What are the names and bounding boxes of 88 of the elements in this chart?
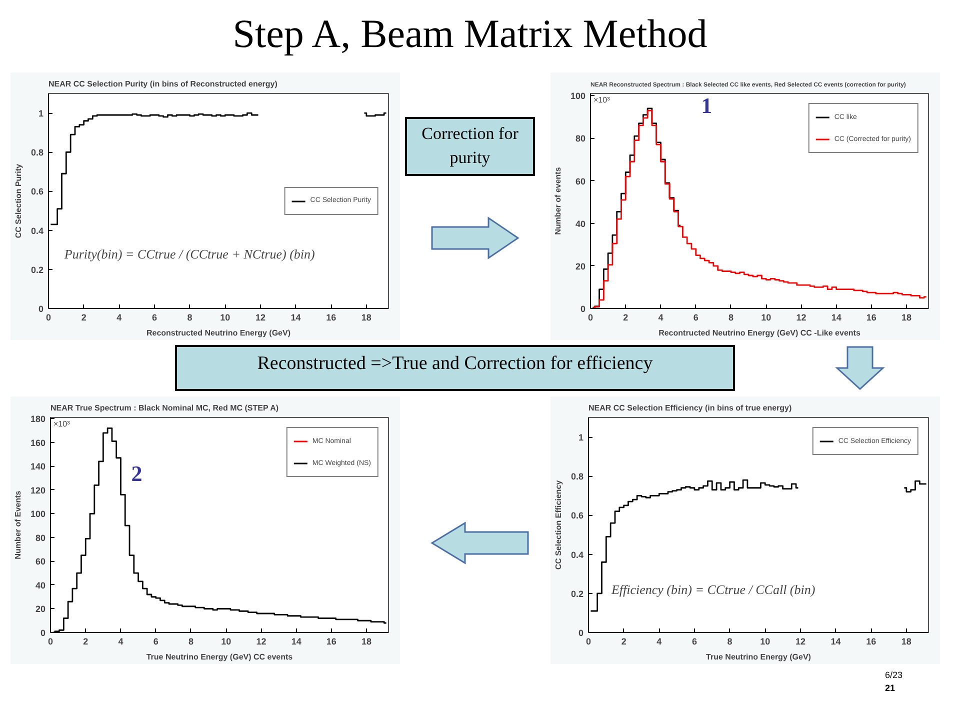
y-tick-label: 0.2 bbox=[30, 264, 44, 275]
text: Reconstructed =>True and Correction for efficiency bbox=[257, 352, 653, 376]
chart-title: NEAR CC Selection Efficiency (in bins of true energy) bbox=[588, 404, 792, 412]
x-tick-label: 10 bbox=[220, 312, 230, 322]
x-tick-label: 18 bbox=[361, 312, 372, 322]
x-tick-label: 4 bbox=[116, 312, 122, 322]
x-tick-label: 10 bbox=[760, 636, 770, 646]
x-tick-label: 2 bbox=[623, 312, 628, 322]
y-tick-label: 1 bbox=[578, 432, 584, 443]
y-tick-label: 0.6 bbox=[570, 510, 584, 521]
y-tick-label: 0.2 bbox=[570, 588, 584, 599]
text: 21 bbox=[885, 682, 896, 693]
annotation: 1 bbox=[701, 92, 712, 118]
x-axis-title: Reconstructed Neutrino Energy (GeV) bbox=[146, 328, 291, 338]
x-tick-label: 0 bbox=[48, 636, 54, 646]
x-tick-label: 14 bbox=[291, 636, 302, 646]
x-tick-label: 16 bbox=[866, 636, 876, 646]
y-tick-label: 160 bbox=[30, 438, 46, 448]
y-tick-label: 0.6 bbox=[30, 186, 44, 197]
x-tick-label: 6 bbox=[152, 312, 157, 322]
y-tick-label: 0.8 bbox=[30, 148, 44, 158]
y-axis-title: Number of Events bbox=[13, 490, 22, 560]
x-tick-label: 14 bbox=[830, 636, 841, 646]
y-tick-label: 60 bbox=[35, 556, 46, 567]
chart-title: NEAR CC Selection Purity (in bins of Reconstructed energy) bbox=[48, 80, 278, 88]
x-tick-label: 2 bbox=[81, 312, 86, 322]
x-tick-label: 6 bbox=[693, 312, 698, 322]
x-tick-label: 2 bbox=[621, 636, 626, 646]
x-tick-label: 12 bbox=[795, 636, 806, 646]
x-tick-label: 10 bbox=[221, 636, 232, 646]
y-tick-label: 80 bbox=[35, 532, 46, 543]
x-axis-title: True Neutrino Energy (GeV) CC events bbox=[146, 652, 294, 662]
x-tick-label: 4 bbox=[118, 636, 124, 646]
x-tick-label: 16 bbox=[866, 312, 876, 322]
x-tick-label: 18 bbox=[362, 636, 372, 646]
x-tick-label: 14 bbox=[290, 312, 301, 322]
x-tick-label: 16 bbox=[326, 636, 336, 646]
y-tick-label: 0.8 bbox=[570, 472, 584, 482]
y-tick-label: 140 bbox=[30, 462, 46, 472]
y-tick-label: 40 bbox=[35, 580, 46, 590]
y-tick-label: 0 bbox=[580, 304, 586, 314]
x-tick-label: 12 bbox=[256, 636, 266, 646]
x-tick-label: 6 bbox=[153, 636, 158, 646]
x-axis-title: True Neutrino Energy (GeV) bbox=[706, 652, 812, 662]
y-tick-label: 60 bbox=[575, 176, 586, 186]
annotation: 2 bbox=[131, 461, 142, 486]
text: Correction for purity bbox=[420, 123, 520, 170]
text: Step A, Beam Matrix Method bbox=[232, 10, 708, 58]
chart-title: NEAR True Spectrum : Black Nominal MC, Red MC (STEP A) bbox=[50, 404, 279, 412]
annotation: ×10³ bbox=[594, 96, 610, 104]
y-tick-label: 0.4 bbox=[30, 226, 44, 236]
y-tick-label: 120 bbox=[30, 485, 46, 496]
x-tick-label: 0 bbox=[588, 312, 594, 322]
x-tick-label: 8 bbox=[188, 636, 194, 646]
y-axis-title: CC Selection Purity bbox=[14, 163, 23, 238]
x-tick-label: 18 bbox=[901, 636, 912, 646]
y-tick-label: 20 bbox=[35, 604, 46, 614]
x-tick-label: 8 bbox=[187, 312, 192, 322]
annotation: ×10³ bbox=[54, 420, 70, 428]
x-tick-label: 16 bbox=[326, 312, 336, 322]
y-tick-label: 40 bbox=[575, 218, 586, 229]
x-tick-label: 10 bbox=[761, 312, 772, 322]
y-tick-label: 80 bbox=[575, 134, 586, 144]
x-tick-label: 12 bbox=[796, 312, 806, 322]
x-tick-label: 12 bbox=[255, 312, 266, 322]
annotation: Purity(bin) = CCtrue / (CCtrue + NCtrue) (bin) bbox=[63, 246, 315, 262]
y-tick-label: 1 bbox=[38, 108, 44, 119]
x-tick-label: 14 bbox=[831, 312, 842, 322]
y-tick-label: 0 bbox=[40, 628, 46, 638]
y-tick-label: 0.4 bbox=[570, 550, 584, 560]
x-tick-label: 4 bbox=[658, 312, 664, 322]
annotation: Efficiency (bin) = CCtrue / CCall (bin) bbox=[610, 582, 816, 597]
y-axis-title: Number of events bbox=[553, 166, 562, 235]
text: 6/23 bbox=[885, 670, 903, 680]
y-tick-label: 100 bbox=[30, 509, 46, 520]
x-tick-label: 6 bbox=[692, 636, 697, 646]
y-axis-title: CC Selection Efficiency bbox=[554, 480, 563, 570]
x-tick-label: 18 bbox=[902, 312, 912, 322]
x-tick-label: 4 bbox=[656, 636, 662, 646]
y-tick-label: 0 bbox=[38, 304, 44, 314]
y-tick-label: 100 bbox=[570, 91, 586, 102]
y-tick-label: 180 bbox=[30, 414, 46, 424]
x-tick-label: 2 bbox=[83, 636, 88, 646]
y-tick-label: 0 bbox=[578, 628, 584, 638]
x-axis-title: Recontructed Neutrino Energy (GeV) CC -Like events bbox=[658, 328, 861, 338]
y-tick-label: 20 bbox=[575, 261, 586, 272]
x-tick-label: 8 bbox=[728, 312, 734, 322]
x-tick-label: 8 bbox=[727, 636, 732, 646]
